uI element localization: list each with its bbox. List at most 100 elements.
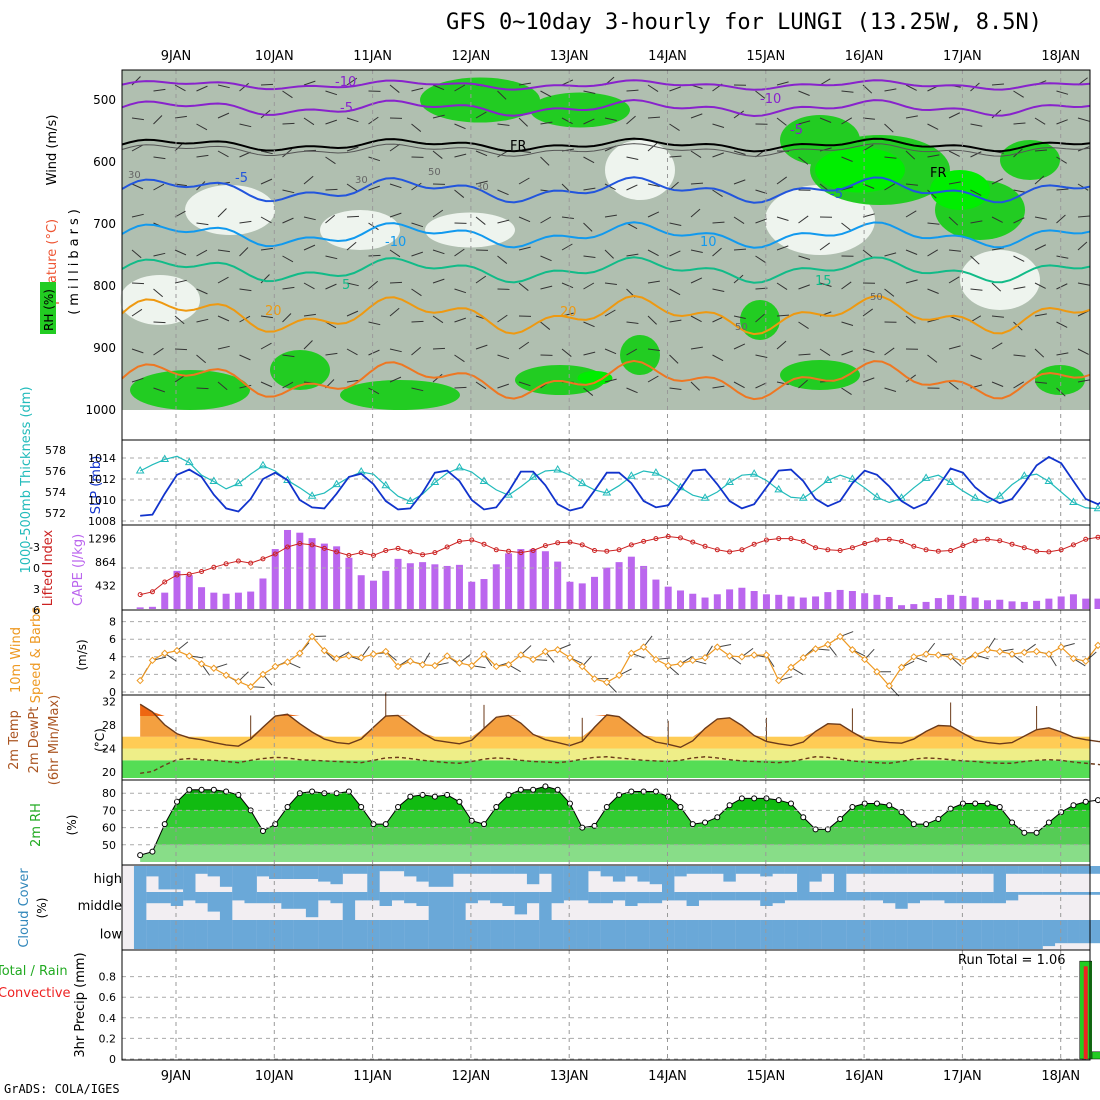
pressure-tick-label: 800 xyxy=(93,279,116,293)
wind-barb xyxy=(776,340,787,350)
cloud-cell xyxy=(514,920,528,949)
wind10m-marker xyxy=(443,652,451,660)
rh-moist-patch xyxy=(340,380,460,410)
thickness-marker xyxy=(749,469,759,477)
wind-barb xyxy=(841,222,852,231)
cloud-cell xyxy=(919,892,933,901)
wind-barb xyxy=(303,216,316,221)
cape-bar xyxy=(541,551,549,609)
wind-barb xyxy=(776,216,789,221)
precip-tick-label: 0.4 xyxy=(99,1012,117,1025)
wind-barb xyxy=(755,313,765,323)
wind-barb xyxy=(368,185,381,191)
temp-contour-label: -5 xyxy=(235,171,248,186)
rh2m-marker xyxy=(530,786,537,793)
rh2m-marker xyxy=(873,800,880,807)
wind-barb xyxy=(927,154,940,158)
wind-barb xyxy=(196,387,209,390)
wind-barb xyxy=(905,210,917,218)
lifted-index-marker xyxy=(321,545,327,551)
wind10m-marker xyxy=(824,640,832,649)
wind-barb xyxy=(518,216,531,223)
wind-barb xyxy=(260,150,273,155)
wind-barb xyxy=(389,84,400,93)
lifted-index-marker xyxy=(923,547,929,553)
cloud-cell xyxy=(526,920,540,949)
slp-tick-label: 1010 xyxy=(88,494,116,507)
cloud-cell xyxy=(502,892,515,906)
temp-contour-5 xyxy=(121,176,1091,204)
cape-bar xyxy=(320,543,328,609)
wind-barb xyxy=(626,321,639,324)
thickness-marker xyxy=(946,477,956,486)
wind-barb xyxy=(131,76,141,86)
cloud-cell xyxy=(428,866,442,887)
cloud-cell xyxy=(195,866,208,874)
wind-tick-label: 6 xyxy=(109,633,116,646)
lifted-index-marker xyxy=(383,548,389,553)
wind-barb xyxy=(131,249,142,259)
thickness-marker xyxy=(381,480,391,489)
rh2m-marker xyxy=(358,803,365,810)
wind10m-marker xyxy=(750,651,758,659)
cloud-cell xyxy=(772,892,785,904)
temp-contour-label: -10 xyxy=(760,92,781,107)
wind-barb xyxy=(1077,215,1090,218)
cloud-cell xyxy=(256,920,270,949)
temp-band-yellow xyxy=(122,748,1090,761)
lifted-index-marker xyxy=(788,536,794,542)
cloud-cell xyxy=(133,866,147,892)
wind-barb xyxy=(153,183,165,191)
wind-barb xyxy=(303,80,316,86)
cloud-cell xyxy=(1079,866,1092,874)
cloud-cell xyxy=(1091,920,1100,944)
lifted-index-marker xyxy=(542,543,548,549)
cloud-axis-label: Cloud Cover xyxy=(17,868,32,948)
wind-barb xyxy=(647,116,661,119)
wind10m-marker xyxy=(394,662,402,671)
wind-barb xyxy=(475,216,486,225)
wind10m-marker xyxy=(529,655,537,664)
wind-barb xyxy=(733,150,746,155)
wind10m-marker xyxy=(983,646,992,654)
wind-barb xyxy=(647,183,660,187)
wind-barb xyxy=(712,354,724,362)
wind-barb xyxy=(841,156,853,162)
wind-barb xyxy=(862,213,875,218)
wind-barb xyxy=(131,282,145,285)
cape-bar xyxy=(136,607,144,609)
cape-bar xyxy=(861,593,869,609)
cloud-cell xyxy=(662,866,675,892)
wind10m-marker xyxy=(136,676,144,685)
wind-barb xyxy=(626,253,639,257)
wind-barb xyxy=(905,115,918,119)
wind-barb xyxy=(475,180,488,185)
wind-barb xyxy=(669,319,682,323)
wind-barb xyxy=(862,348,875,353)
wind10m-marker xyxy=(848,646,857,654)
wind10m-marker xyxy=(603,678,611,687)
cloud-cell xyxy=(919,920,933,949)
cloud-cell xyxy=(391,866,405,872)
temp-contour-minus10 xyxy=(121,79,1091,91)
wind-barb xyxy=(432,249,445,255)
lifted-index-marker xyxy=(1083,536,1089,542)
wind-barb xyxy=(325,283,337,290)
precip-tick-label: 0.2 xyxy=(99,1032,117,1045)
cloud-cell xyxy=(686,920,699,949)
cloud-cell xyxy=(170,920,184,949)
wind-barb xyxy=(733,381,745,389)
wind-barb xyxy=(905,315,916,324)
wind10m-marker xyxy=(959,657,967,665)
wind10m-marker xyxy=(1082,657,1090,665)
cloud-cell xyxy=(809,920,822,949)
wind10m-marker xyxy=(1045,650,1053,658)
rh-tick-label: 70 xyxy=(102,804,116,817)
thickness-marker xyxy=(455,462,464,471)
rh-tick-label: 50 xyxy=(102,839,116,852)
rh2m-marker xyxy=(468,817,475,824)
cloud-cell xyxy=(760,866,773,877)
wind-barb xyxy=(604,249,614,259)
wind-barb xyxy=(712,221,725,224)
cloud-cell xyxy=(858,892,871,901)
